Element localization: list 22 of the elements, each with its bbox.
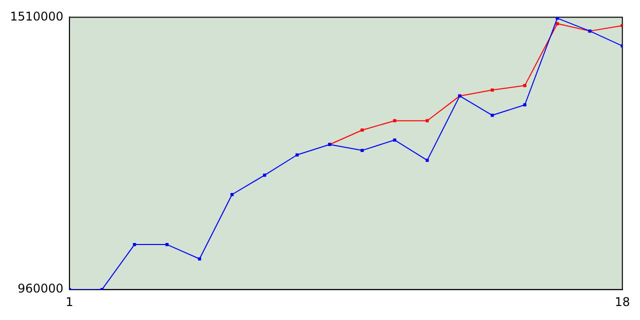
- point: [393, 138, 396, 142]
- point: [296, 153, 299, 156]
- point: [230, 192, 234, 196]
- point: [360, 148, 364, 152]
- point: [556, 17, 559, 20]
- point: [198, 257, 202, 260]
- point: [132, 242, 136, 246]
- point: [490, 114, 494, 117]
- point: [523, 103, 526, 106]
- point: [426, 119, 429, 122]
- point: [426, 158, 429, 162]
- point: [165, 242, 169, 246]
- point: [263, 174, 266, 177]
- point: [393, 119, 396, 122]
- point: [490, 88, 494, 92]
- y-tick-label: 960000: [18, 282, 64, 296]
- x-tick-label: 1: [66, 294, 74, 309]
- x-tick-label: 18: [614, 294, 630, 309]
- point: [360, 128, 364, 132]
- y-tick-label: 1510000: [10, 9, 64, 24]
- point: [523, 84, 526, 88]
- point: [556, 22, 559, 26]
